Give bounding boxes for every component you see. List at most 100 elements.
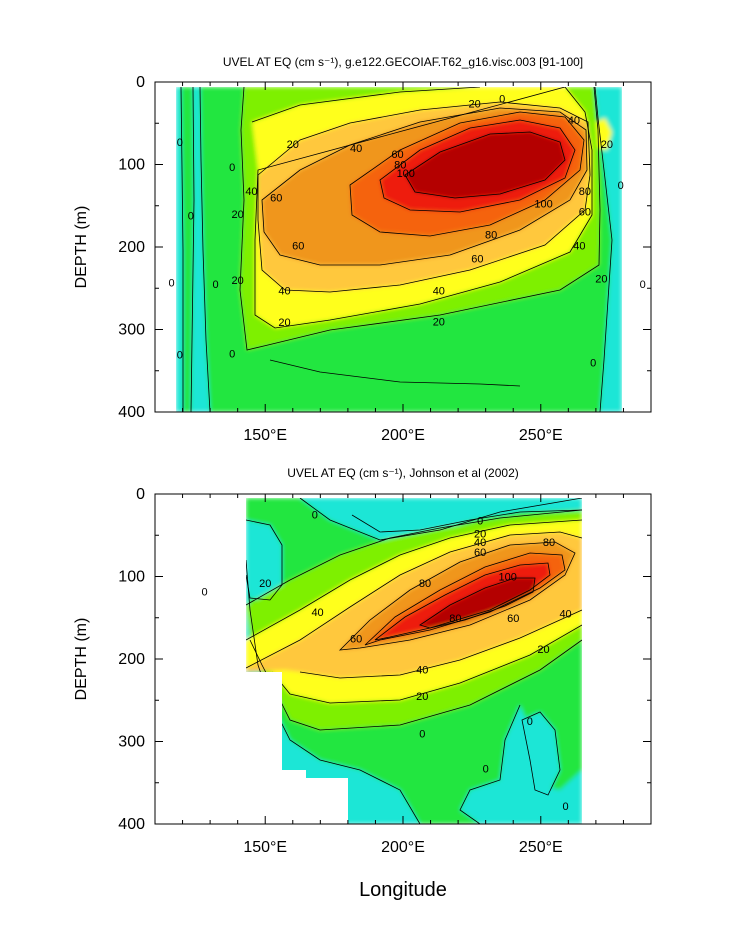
contour-label: 40 (573, 240, 585, 252)
bottom-field (155, 494, 651, 824)
contour-label: 20 (259, 578, 271, 590)
contour-label: 40 (416, 665, 428, 677)
contour-label: 80 (449, 613, 461, 625)
top-y-axis-label: DEPTH (m) (73, 206, 90, 289)
contour-label: 0 (618, 180, 624, 192)
y-tick-label: 0 (136, 486, 145, 503)
bottom-contour-100 (364, 552, 566, 646)
contour-label: 0 (419, 728, 425, 740)
bottom-contour-0 (299, 497, 583, 541)
contour-label: 80 (419, 578, 431, 590)
contour-label: 0 (168, 277, 174, 289)
contour-label: 20 (232, 275, 244, 287)
contour-label: 0 (177, 349, 183, 361)
contour-label: 0 (527, 716, 533, 728)
x-tick-label: 250°E (519, 839, 563, 856)
contour-label: 0 (202, 586, 208, 598)
bottom-contour-0-southeast (459, 704, 521, 824)
bottom-missing-southwest (246, 672, 348, 824)
contour-label: 80 (579, 186, 591, 198)
top-contour-140 (404, 131, 566, 199)
top-contour-40 (251, 86, 593, 329)
top-title: UVEL AT EQ (cm s⁻¹), g.e122.GECOIAF.T62_… (223, 55, 583, 69)
y-tick-label: 0 (136, 74, 145, 91)
top-contour-20 (239, 86, 601, 351)
x-tick-label: 200°E (381, 427, 425, 444)
top-contour-100 (349, 111, 585, 237)
y-tick-label: 100 (118, 157, 145, 174)
contour-label: 0 (177, 137, 183, 149)
bottom-contour-0-surface (351, 509, 583, 533)
bottom-contour-40 (245, 519, 583, 704)
bottom-contour-0-east (521, 711, 561, 796)
contour-label: 20 (433, 316, 445, 328)
x-tick-label: 200°E (381, 839, 425, 856)
y-tick-label: 400 (118, 816, 145, 833)
top-band-140 (405, 132, 565, 198)
contour-label: 20 (469, 98, 481, 110)
y-tick-label: 200 (118, 651, 145, 668)
y-tick-label: 300 (118, 322, 145, 339)
top-contour-0-west (180, 86, 195, 412)
contour-label: 20 (232, 209, 244, 221)
y-tick-label: 100 (118, 569, 145, 586)
x-tick-label: 150°E (243, 839, 287, 856)
contour-label: 60 (579, 207, 591, 219)
contour-label: 40 (311, 607, 323, 619)
x-tick-label: 150°E (243, 427, 287, 444)
contour-label: 20 (416, 691, 428, 703)
contour-label: 0 (477, 515, 483, 527)
contour-label: 40 (568, 115, 580, 127)
contour-label: 60 (350, 633, 362, 645)
contour-label: 20 (601, 139, 613, 151)
top-contour-80 (261, 107, 588, 266)
contour-label: 0 (640, 279, 646, 291)
contour-label: 60 (474, 547, 486, 559)
contour-label: 100 (397, 168, 415, 180)
contour-label: 40 (278, 286, 290, 298)
bottom-y-axis-label: DEPTH (m) (73, 618, 90, 701)
contour-label: 0 (590, 358, 596, 370)
contour-label: 40 (474, 537, 486, 549)
contour-label: 0 (188, 211, 194, 223)
contour-label: 0 (312, 510, 318, 522)
bottom-contour-0-deep (245, 559, 421, 824)
contour-label: 20 (595, 273, 607, 285)
contour-label: 40 (559, 609, 571, 621)
bottom-panel: UVEL AT EQ (cm s⁻¹), Johnson et al (2002… (73, 466, 652, 901)
bottom-contour-80 (338, 541, 576, 651)
top-contour-120 (379, 119, 576, 213)
bottom-pocket-northwest (246, 520, 282, 600)
top-contour-deep (269, 359, 521, 387)
y-tick-label: 400 (118, 404, 145, 421)
top-band-east-blob (596, 118, 612, 150)
contour-label: 0 (213, 279, 219, 291)
top-panel: UVEL AT EQ (cm s⁻¹), g.e122.GECOIAF.T62_… (73, 55, 652, 444)
contour-label: 0 (483, 764, 489, 776)
bottom-contour-60 (245, 531, 583, 679)
contour-label: 40 (350, 143, 362, 155)
bottom-contour-140 (419, 577, 536, 629)
contour-label: 40 (433, 286, 445, 298)
top-contour-0-east (594, 86, 613, 412)
top-band-0-west (181, 87, 194, 412)
x-tick-label: 250°E (519, 427, 563, 444)
contour-label: 80 (485, 230, 497, 242)
y-tick-label: 300 (118, 734, 145, 751)
contour-label: 60 (507, 613, 519, 625)
contour-label: 0 (229, 348, 235, 360)
bottom-title: UVEL AT EQ (cm s⁻¹), Johnson et al (2002… (287, 466, 519, 480)
top-contour-lines (180, 86, 613, 412)
bottom-pocket-east (522, 712, 560, 795)
bottom-pocket-surface (350, 498, 582, 532)
bottom-band-140 (420, 578, 535, 628)
contour-label: 0 (229, 162, 235, 174)
contour-label: 80 (394, 160, 406, 172)
bottom-contour-lines (245, 497, 583, 824)
contour-label: 20 (278, 317, 290, 329)
y-tick-label: 200 (118, 239, 145, 256)
